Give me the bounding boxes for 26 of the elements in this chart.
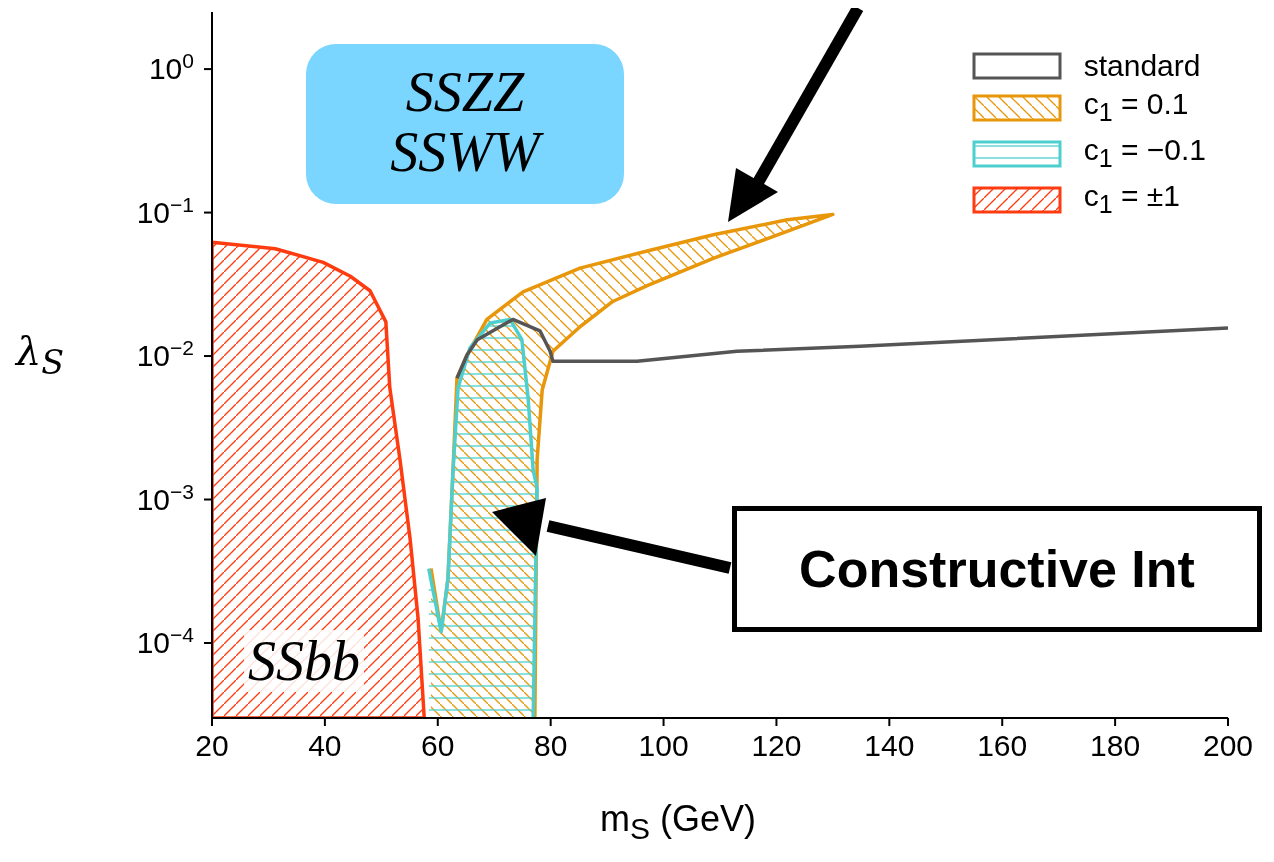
x-tick-label: 180 [1090,729,1141,762]
annotation: Constructive Int [799,539,1195,599]
x-tick-label: 60 [421,729,455,762]
legend-label: c$_{1}$ = ±1 [1083,178,1180,220]
annotation: SSWW [389,121,545,183]
x-tick-label: 100 [638,729,689,762]
x-axis-title: m$_{S}$ (GeV) [599,798,757,847]
y-tick-label: 10$^{−2}$ [136,335,194,373]
legend-label: c$_{1}$ = −0.1 [1083,132,1206,174]
y-tick-label: 10$^{0}$ [148,48,194,86]
y-tick-label: 10$^{−3}$ [136,479,194,516]
x-tick-label: 120 [751,729,802,762]
legend-label: c$_{1}$ = 0.1 [1083,86,1189,128]
legend-label: standard [1083,48,1201,84]
y-tick-label: 10$^{−1}$ [136,192,194,229]
y-axis-title: λ$_{S}$ [16,328,65,382]
x-tick-label: 200 [1202,729,1254,762]
annotation: SSbb [244,630,364,692]
x-tick-label: 20 [195,729,229,762]
y-tick-label: 10$^{−4}$ [136,622,195,659]
x-tick-label: 40 [308,729,342,762]
line-series [455,317,1228,381]
x-tick-label: 80 [533,729,568,762]
annotation: SSZZ [404,61,526,123]
x-tick-label: 140 [864,729,915,762]
x-tick-label: 160 [977,729,1028,762]
